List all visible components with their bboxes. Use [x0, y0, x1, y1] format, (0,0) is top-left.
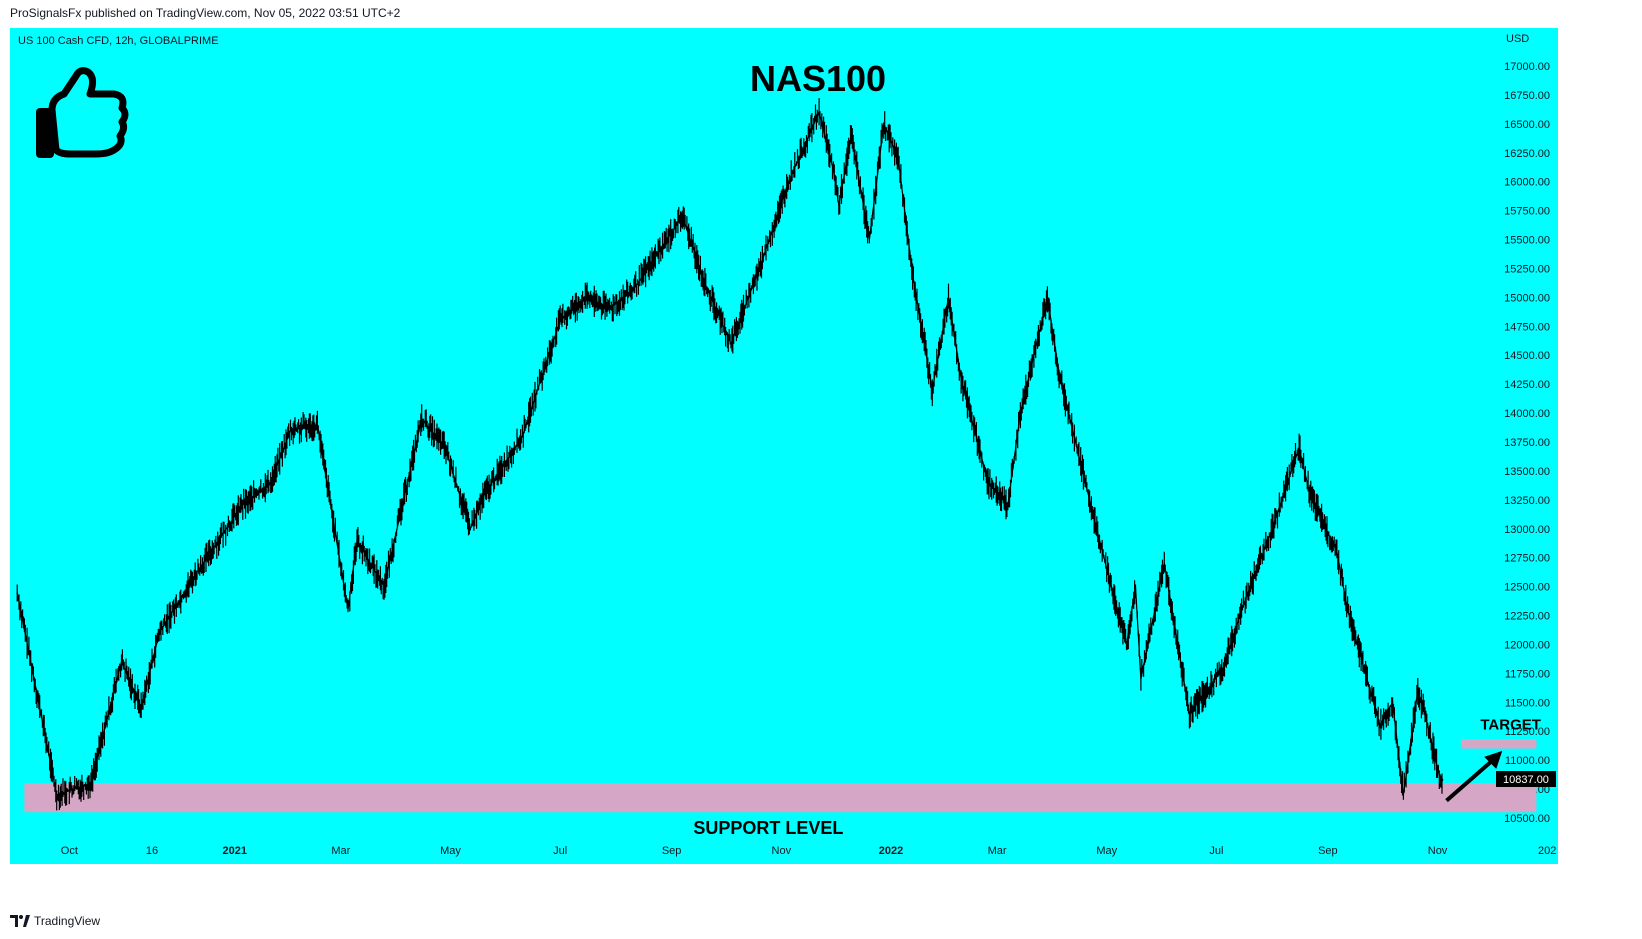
x-tick-label: 2021: [222, 845, 246, 857]
y-tick-label: 11250.00: [1505, 726, 1550, 738]
price-axis-background: [1558, 28, 1632, 864]
x-tick-label: 16: [146, 845, 158, 857]
x-tick-label: May: [1096, 845, 1117, 857]
y-tick-label: 13250.00: [1504, 495, 1550, 507]
y-tick-label: 14750.00: [1504, 321, 1550, 333]
y-tick-label: 15250.00: [1504, 263, 1550, 275]
target-label: TARGET: [1480, 716, 1541, 733]
chart-area[interactable]: US 100 Cash CFD, 12h, GLOBALPRIME USD NA…: [10, 28, 1632, 905]
y-tick-label: 11500.00: [1505, 697, 1550, 709]
x-tick-label: Nov: [772, 845, 792, 857]
y-tick-label: 12000.00: [1504, 639, 1550, 651]
last-price-box: [1496, 771, 1556, 788]
x-tick-label: May: [440, 845, 461, 857]
currency-label: USD: [1506, 33, 1529, 45]
x-tick-label: Sep: [662, 845, 682, 857]
y-tick-label: 13000.00: [1504, 524, 1550, 536]
support-zone: [24, 783, 1537, 813]
x-tick-label: Jul: [553, 845, 567, 857]
x-axis[interactable]: Oct 16 2021 Mar May Jul Sep Nov 2022 Mar May Jul Sep…: [61, 845, 1557, 857]
y-tick-label: 17000.00: [1504, 61, 1550, 73]
support-label: SUPPORT LEVEL: [693, 818, 843, 838]
price-series: [16, 98, 1444, 811]
target-zone: [1460, 739, 1537, 749]
y-tick-label: 15000.00: [1504, 292, 1550, 304]
x-tick-label: Jul: [1209, 845, 1223, 857]
chart-title: NAS100: [750, 58, 886, 99]
y-tick-label: 13500.00: [1504, 466, 1550, 478]
footer-text: TradingView: [34, 914, 101, 928]
y-tick-label: 15500.00: [1504, 235, 1550, 247]
target-arrow: [1445, 750, 1503, 803]
y-tick-label: 16250.00: [1504, 148, 1550, 160]
symbol-label: US 100 Cash CFD, 12h, GLOBALPRIME: [18, 35, 219, 47]
footer[interactable]: TradingView: [10, 912, 100, 930]
publisher-line: ProSignalsFx published on TradingView.co…: [10, 6, 401, 20]
price-line: [16, 110, 1444, 796]
x-tick-label: Mar: [988, 845, 1007, 857]
x-tick-label: Sep: [1318, 845, 1338, 857]
last-price-label: 10837.00: [1503, 774, 1549, 786]
y-tick-label: 16750.00: [1504, 90, 1550, 102]
y-tick-label: 14250.00: [1504, 379, 1550, 391]
y-tick-label: 14000.00: [1504, 408, 1550, 420]
x-tick-label: Oct: [61, 845, 78, 857]
plot-background: [10, 28, 1558, 864]
arrow-shaft: [1445, 757, 1496, 803]
y-tick-label: 11000.00: [1505, 755, 1550, 767]
x-tick-label: Mar: [331, 845, 350, 857]
x-tick-label: 2022: [879, 845, 903, 857]
x-tick-label: Nov: [1428, 845, 1448, 857]
y-tick-label: 11750.00: [1505, 668, 1550, 680]
x-tick-label: 202: [1538, 845, 1556, 857]
annotation-zones: SUPPORT LEVEL TARGET: [24, 716, 1541, 838]
y-tick-label: 12500.00: [1504, 582, 1550, 594]
y-tick-label: 16000.00: [1504, 177, 1550, 189]
y-axis[interactable]: 17000.00 16750.00 16500.00 16250.00 16000.00…: [1504, 61, 1550, 825]
y-tick-label: 14500.00: [1504, 350, 1550, 362]
tradingview-logo-icon: [10, 915, 30, 927]
arrow-head: [1484, 750, 1503, 769]
y-tick-label: 12250.00: [1504, 611, 1550, 623]
chart-svg[interactable]: US 100 Cash CFD, 12h, GLOBALPRIME USD NA…: [10, 28, 1632, 905]
y-tick-label: 16500.00: [1504, 119, 1550, 131]
y-tick-label: 15750.00: [1504, 206, 1550, 218]
y-tick-label: 12750.00: [1504, 553, 1550, 565]
y-tick-label: 10500.00: [1504, 813, 1550, 825]
last-price-tag: 10837.00: [1496, 771, 1556, 788]
thumbs-up-icon: [36, 67, 129, 158]
y-tick-label: 13750.00: [1504, 437, 1550, 449]
